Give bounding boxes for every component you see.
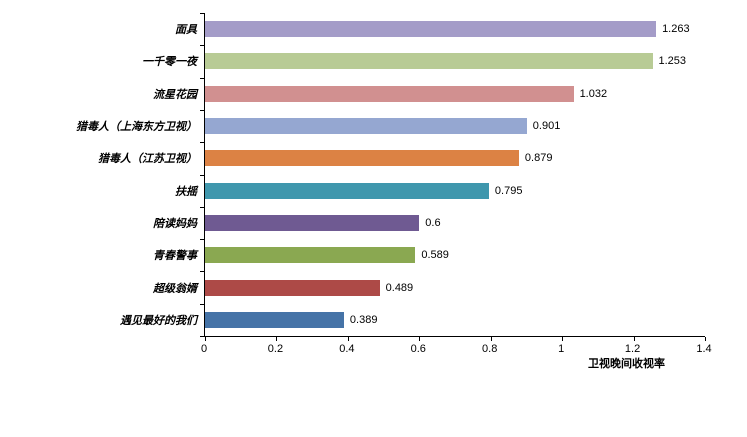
value-label: 0.6 [425, 216, 441, 229]
y-axis-tick [200, 45, 204, 47]
value-label: 1.263 [662, 23, 690, 36]
x-tick-label: 1.2 [624, 343, 641, 355]
x-tick-label: 0.6 [410, 343, 426, 355]
bar [205, 150, 519, 167]
category-label: 猎毒人（上海东方卫视） [76, 120, 197, 134]
y-axis-tick [200, 336, 204, 337]
x-axis-tick [276, 337, 278, 341]
x-axis-tick [562, 337, 564, 341]
x-axis-tick [490, 337, 492, 341]
value-label: 1.253 [658, 55, 687, 68]
bar [205, 182, 489, 199]
value-label: 0.489 [385, 281, 414, 294]
x-tick-label: 1 [558, 343, 565, 355]
value-label: 0.901 [532, 120, 561, 133]
bar-row: 猎毒人（江苏卫视） 0.879 [98, 142, 705, 174]
x-axis-tick [633, 337, 635, 341]
category-label: 陪读妈妈 [153, 216, 197, 230]
bar [205, 118, 527, 135]
x-axis-title: 卫视晚间收视率 [588, 357, 665, 370]
bar-row: 遇见最好的我们 0.389 [120, 304, 705, 336]
category-label: 遇见最好的我们 [120, 313, 197, 327]
bar-row: 青春警事 0.589 [153, 239, 705, 271]
bar [205, 21, 657, 38]
category-label: 扶摇 [175, 184, 197, 198]
category-label: 青春警事 [153, 249, 197, 263]
x-tick-label: 1.4 [696, 343, 712, 355]
plot-area: 面具 1.263 一千零一夜 1.253 流星花园 1.032 猎毒人（上海东方卫视） 0.9… [76, 13, 706, 341]
bar-row: 一千零一夜 1.253 [142, 45, 705, 77]
y-axis-tick [200, 239, 204, 241]
bar [205, 311, 344, 328]
y-axis-tick [200, 303, 204, 305]
y-axis-tick [200, 142, 204, 144]
bar [205, 279, 380, 296]
value-label: 0.795 [494, 184, 523, 197]
category-label: 超级翁婿 [153, 281, 197, 295]
x-axis-tick [705, 337, 706, 341]
y-axis-tick [200, 77, 204, 79]
bar [205, 85, 574, 102]
y-axis-tick [200, 174, 204, 176]
y-axis-tick [200, 109, 204, 111]
value-label: 0.879 [524, 152, 553, 165]
x-tick-label: 0 [200, 343, 208, 355]
x-tick-label: 0.8 [482, 343, 498, 355]
y-axis-tick [200, 271, 204, 273]
value-label: 0.389 [349, 313, 378, 326]
x-tick-label: 0.4 [339, 343, 355, 355]
value-label: 0.589 [421, 249, 449, 262]
y-axis-tick [200, 206, 204, 208]
x-axis-tick [347, 337, 349, 341]
bar-row: 面具 1.263 [175, 13, 705, 45]
x-axis-tick [205, 337, 206, 341]
bar-row: 超级翁婿 0.489 [153, 271, 705, 303]
bar-row: 流星花园 1.032 [153, 78, 705, 110]
bar [205, 214, 420, 231]
category-label: 流星花园 [153, 87, 197, 101]
x-tick-label: 0.2 [267, 343, 284, 355]
bar [205, 247, 416, 264]
x-axis-tick [419, 337, 421, 341]
y-axis-tick [200, 13, 204, 14]
value-label: 1.032 [579, 87, 608, 100]
bar-row: 猎毒人（上海东方卫视） 0.901 [76, 110, 705, 142]
category-label: 猎毒人（江苏卫视） [98, 152, 197, 166]
bar-row: 陪读妈妈 0.6 [153, 207, 705, 239]
category-label: 一千零一夜 [142, 55, 197, 69]
category-label: 面具 [175, 23, 197, 37]
bar-row: 扶摇 0.795 [175, 175, 705, 207]
bar [205, 53, 653, 70]
